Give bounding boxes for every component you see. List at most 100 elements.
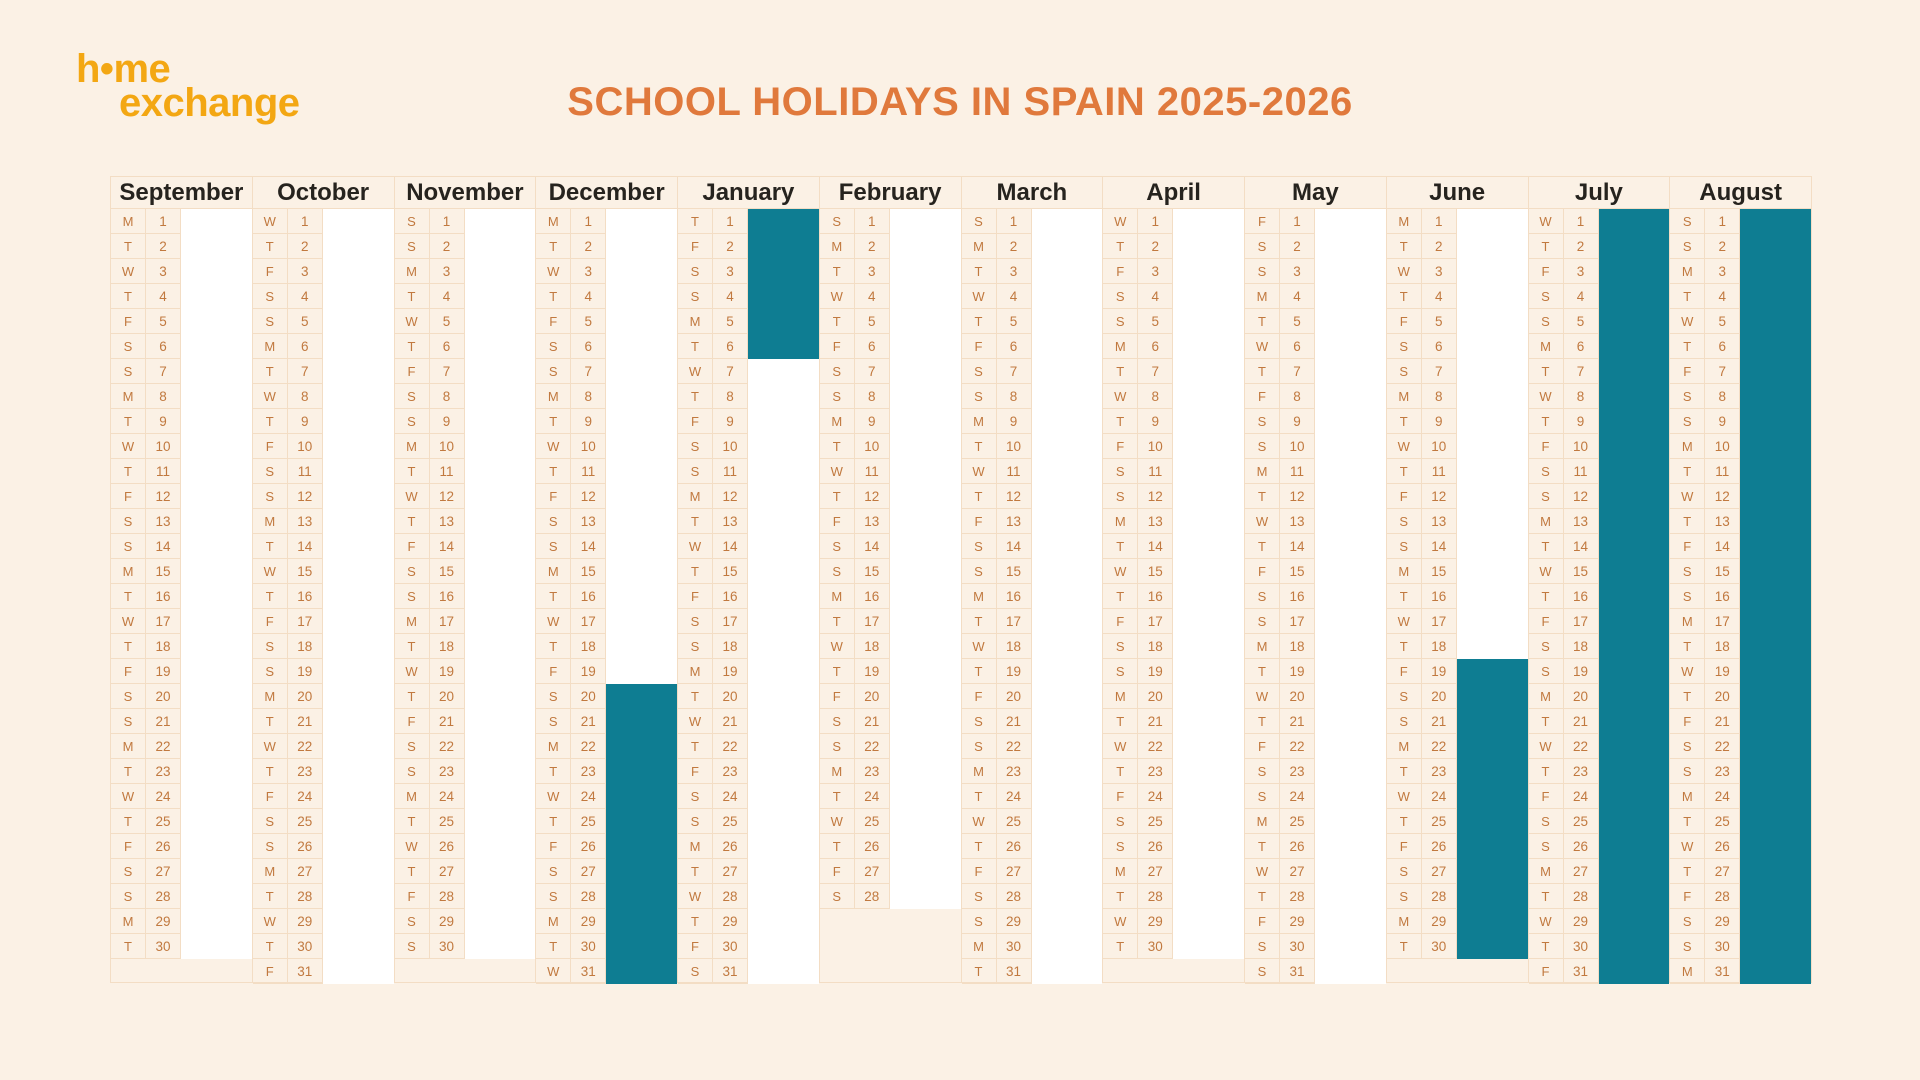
school-day-indicator	[606, 209, 677, 234]
day-number: 7	[287, 359, 323, 384]
day-number: 6	[1563, 334, 1599, 359]
day-row: M 23	[819, 759, 961, 784]
school-day-indicator	[1031, 209, 1103, 234]
day-number: 11	[1563, 459, 1599, 484]
day-letter: T	[1245, 309, 1280, 334]
day-letter: S	[678, 459, 713, 484]
day-letter: T	[252, 234, 288, 259]
day-number: 20	[571, 684, 607, 709]
day-row: S 20	[111, 684, 252, 709]
day-row: T 12	[1245, 484, 1386, 509]
school-day-indicator	[1456, 484, 1528, 509]
day-number: 18	[1421, 634, 1457, 659]
day-number: 7	[1280, 359, 1315, 384]
day-number: 9	[713, 409, 748, 434]
day-row: W 17	[1386, 609, 1528, 634]
day-letter: M	[1103, 509, 1139, 534]
day-number: 12	[571, 484, 607, 509]
day-number: 13	[713, 509, 748, 534]
day-row: F 14	[1670, 534, 1811, 559]
school-day-indicator	[889, 234, 961, 259]
day-letter: M	[1245, 284, 1280, 309]
school-day-indicator	[322, 659, 394, 684]
day-row: F 30	[678, 934, 819, 959]
day-row: T 30	[1103, 934, 1244, 959]
day-row: T 20	[394, 684, 536, 709]
day-number: 12	[429, 484, 465, 509]
day-letter: W	[1528, 384, 1564, 409]
day-letter: M	[678, 659, 713, 684]
school-day-indicator	[889, 309, 961, 334]
day-number: 12	[1421, 484, 1457, 509]
day-letter: S	[252, 634, 288, 659]
day-letter: S	[678, 284, 713, 309]
day-letter: M	[1386, 384, 1422, 409]
holiday-indicator	[1740, 634, 1811, 659]
day-number: 10	[1705, 434, 1741, 459]
day-number: 10	[571, 434, 607, 459]
day-number: 6	[1421, 334, 1457, 359]
day-number: 8	[146, 384, 181, 409]
day-letter: T	[1245, 484, 1280, 509]
day-letter: S	[1670, 234, 1706, 259]
school-day-indicator	[464, 634, 536, 659]
day-number: 3	[1421, 259, 1457, 284]
day-letter: T	[1103, 234, 1139, 259]
school-day-indicator	[889, 684, 961, 709]
day-row: S 23	[394, 759, 536, 784]
day-row: T 23	[1528, 759, 1670, 784]
school-day-indicator	[464, 509, 536, 534]
day-number: 4	[854, 284, 890, 309]
day-letter: S	[819, 384, 855, 409]
school-day-indicator	[1173, 209, 1244, 234]
day-row: T 17	[819, 609, 961, 634]
school-day-indicator	[606, 384, 677, 409]
day-letter: M	[1528, 334, 1564, 359]
school-day-indicator	[889, 609, 961, 634]
day-letter: T	[111, 809, 146, 834]
day-letter: W	[1528, 734, 1564, 759]
day-row: F 24	[252, 784, 394, 809]
day-row: S 22	[394, 734, 536, 759]
day-number: 8	[1138, 384, 1174, 409]
day-number: 27	[429, 859, 465, 884]
school-day-indicator	[1315, 284, 1386, 309]
day-number: 31	[287, 959, 323, 984]
school-day-indicator	[748, 934, 819, 959]
school-day-indicator	[322, 759, 394, 784]
school-day-indicator	[748, 784, 819, 809]
day-row: S 18	[1103, 634, 1244, 659]
holiday-indicator	[1598, 409, 1670, 434]
day-letter: F	[252, 609, 288, 634]
day-number: 25	[287, 809, 323, 834]
school-day-indicator	[1031, 534, 1103, 559]
day-number: 3	[996, 259, 1032, 284]
holiday-indicator	[1598, 309, 1670, 334]
day-letter: F	[1245, 909, 1280, 934]
day-letter: F	[536, 834, 572, 859]
day-letter: S	[819, 359, 855, 384]
day-number: 18	[1280, 634, 1315, 659]
day-number: 24	[713, 784, 748, 809]
holiday-indicator	[606, 734, 677, 759]
day-number: 4	[1421, 284, 1457, 309]
school-day-indicator	[322, 884, 394, 909]
day-number: 21	[1280, 709, 1315, 734]
school-day-indicator	[1315, 934, 1386, 959]
day-row: W 24	[111, 784, 252, 809]
holiday-indicator	[1740, 559, 1811, 584]
day-row: T 19	[819, 659, 961, 684]
day-letter: S	[111, 684, 146, 709]
school-day-indicator	[181, 584, 252, 609]
empty-row	[820, 934, 961, 959]
day-number: 16	[1421, 584, 1457, 609]
day-letter: S	[1670, 759, 1706, 784]
day-number: 11	[854, 459, 890, 484]
holiday-indicator	[1740, 459, 1811, 484]
day-letter: S	[819, 559, 855, 584]
